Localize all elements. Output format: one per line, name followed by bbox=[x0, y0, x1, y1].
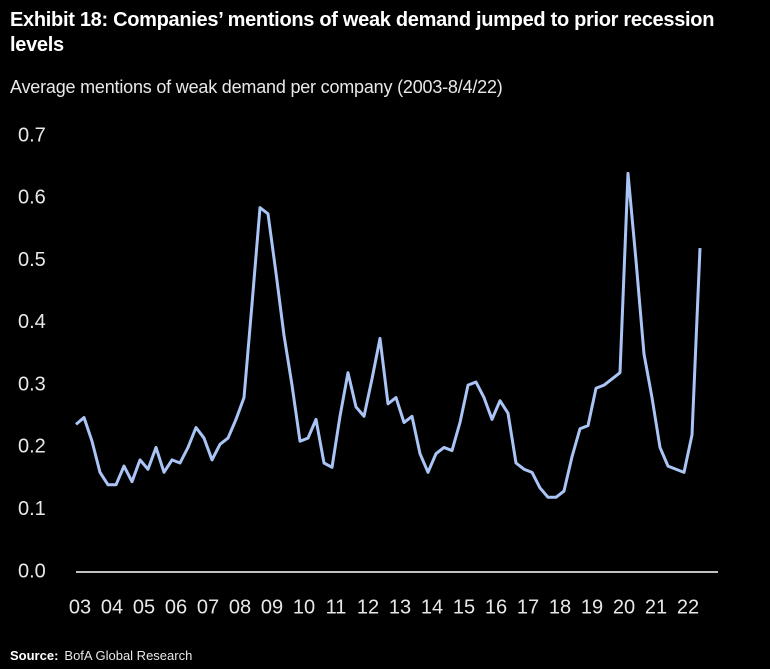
x-tick-label: 21 bbox=[645, 596, 667, 618]
x-tick-label: 05 bbox=[133, 596, 155, 618]
x-tick-label: 06 bbox=[165, 596, 187, 618]
x-tick-label: 07 bbox=[197, 596, 219, 618]
x-tick-label: 04 bbox=[101, 596, 123, 618]
y-tick-label: 0.2 bbox=[18, 436, 46, 458]
x-tick-label: 10 bbox=[293, 596, 315, 618]
y-tick-label: 0.7 bbox=[18, 124, 46, 146]
data-line bbox=[75, 171, 702, 499]
x-tick-label: 16 bbox=[485, 596, 507, 618]
x-tick-label: 13 bbox=[389, 596, 411, 618]
x-tick-label: 19 bbox=[581, 596, 603, 618]
x-tick-label: 08 bbox=[229, 596, 251, 618]
x-tick-label: 12 bbox=[357, 596, 379, 618]
x-tick-label: 18 bbox=[549, 596, 571, 618]
chart-title: Exhibit 18: Companies’ mentions of weak … bbox=[10, 9, 715, 56]
y-tick-label: 0.6 bbox=[18, 187, 46, 209]
x-tick-label: 22 bbox=[677, 596, 699, 618]
source: Source: BofA Global Research bbox=[10, 648, 192, 663]
source-text: BofA Global Research bbox=[64, 648, 193, 663]
x-tick-label: 15 bbox=[453, 596, 475, 618]
y-tick-label: 0.4 bbox=[18, 311, 46, 333]
x-tick-label: 03 bbox=[69, 596, 91, 618]
x-tick-label: 17 bbox=[517, 596, 539, 618]
y-tick-label: 0.0 bbox=[18, 560, 46, 582]
y-tick-label: 0.5 bbox=[18, 249, 46, 271]
chart-subtitle: Average mentions of weak demand per comp… bbox=[10, 77, 503, 97]
x-tick-label: 11 bbox=[326, 596, 347, 618]
source-label: Source: bbox=[10, 648, 59, 663]
y-tick-label: 0.1 bbox=[18, 498, 46, 520]
y-tick-label: 0.3 bbox=[18, 373, 46, 395]
x-tick-label: 20 bbox=[613, 596, 635, 618]
x-tick-label: 09 bbox=[261, 596, 283, 618]
x-tick-label: 14 bbox=[421, 596, 443, 618]
